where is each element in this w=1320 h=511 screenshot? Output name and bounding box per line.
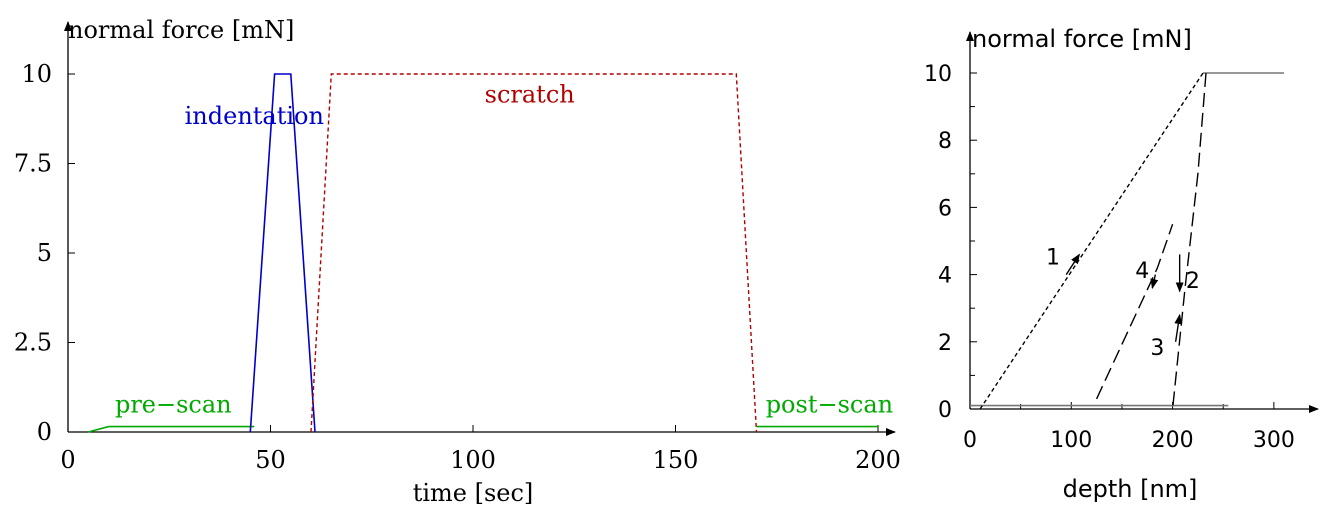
chart1-annotation: post−scan <box>766 390 893 418</box>
chart1-x-tick-label: 50 <box>255 446 286 474</box>
chart1-x-tick-label: 0 <box>60 446 75 474</box>
chart2-y-tick-label: 0 <box>938 398 952 423</box>
chart2-x-tick-label: 100 <box>1050 428 1092 453</box>
chart2-x-axis-label: depth [nm] <box>1063 475 1198 503</box>
chart2-annotation: 3 <box>1150 336 1164 361</box>
chart2-x-tick-label: 300 <box>1253 428 1295 453</box>
chart2-y-tick-label: 6 <box>938 196 952 221</box>
chart1-y-tick-label: 10 <box>21 60 52 88</box>
chart2-series-unloading-line <box>1171 72 1207 410</box>
chart1-y-axis-label: normal force [mN] <box>68 16 294 44</box>
chart2-arrow-1 <box>1065 253 1080 275</box>
chart2-y-axis-label: normal force [mN] <box>972 25 1192 53</box>
chart2-series-loading-line <box>979 72 1204 410</box>
chart1-x-tick-label: 100 <box>450 446 496 474</box>
chart2-y-tick-label: 4 <box>938 264 952 289</box>
chart1-series-indentation-line <box>249 73 316 433</box>
chart2-series-partial-line <box>1095 223 1174 400</box>
chart2-arrow-3 <box>1174 313 1183 342</box>
chart1-y-tick-label: 7.5 <box>14 150 52 178</box>
chart1-series-pre-scan-line <box>88 425 255 433</box>
chart2-x-tick-label: 0 <box>963 428 977 453</box>
chart1-y-tick-label: 5 <box>37 239 52 267</box>
chart1-series-scratch-line <box>310 73 758 433</box>
chart2-annotation: 1 <box>1046 246 1060 271</box>
chart2-annotation: 2 <box>1186 269 1200 294</box>
chart1-x-tick-label: 150 <box>653 446 699 474</box>
chart1-y-tick-label: 2.5 <box>14 329 52 357</box>
chart1-x-axis-label: time [sec] <box>413 479 534 506</box>
chart1-annotation: scratch <box>485 81 575 109</box>
chart2-arrow-4 <box>1150 274 1159 290</box>
chart1-x-tick-label: 200 <box>855 446 901 474</box>
chart1-y-tick-label: 0 <box>37 418 52 446</box>
chart1-annotation: pre−scan <box>115 390 232 418</box>
chart2-x-tick-label: 200 <box>1152 428 1194 453</box>
chart2-y-tick-label: 10 <box>924 62 952 87</box>
chart2-annotation: 4 <box>1135 259 1149 284</box>
chart1-annotation: indentation <box>185 102 324 130</box>
chart2-y-tick-label: 2 <box>938 331 952 356</box>
chart2-y-tick-label: 8 <box>938 129 952 154</box>
